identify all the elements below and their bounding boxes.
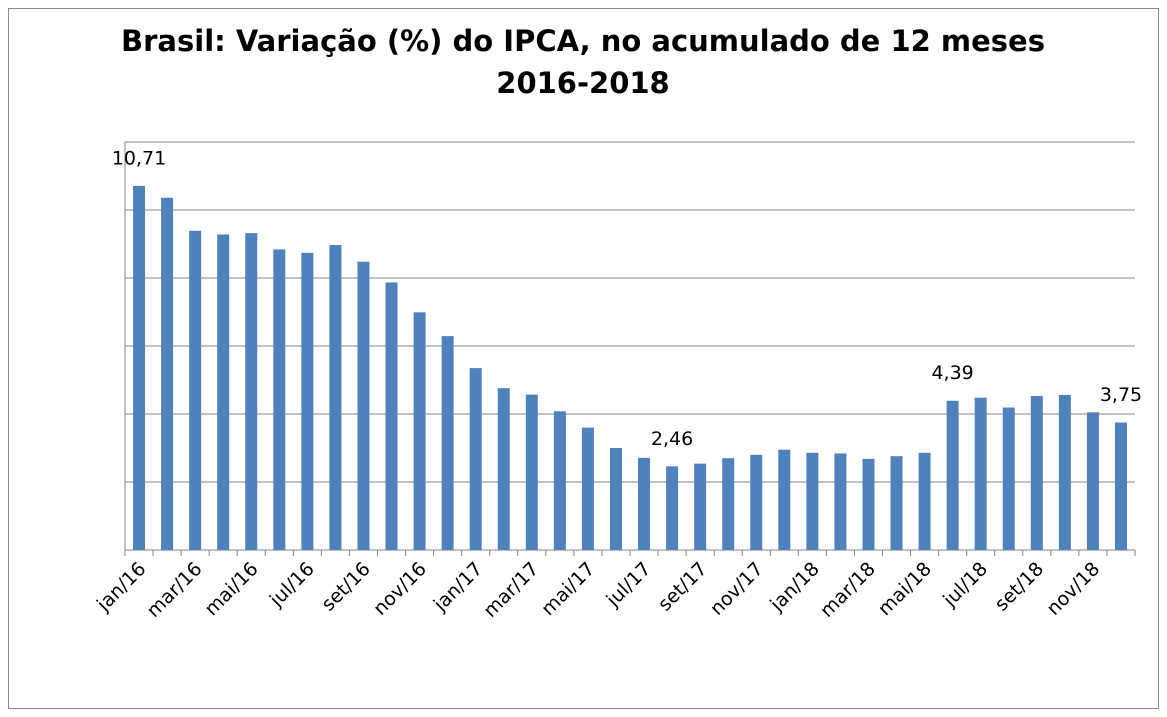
bar bbox=[301, 252, 314, 550]
bar bbox=[581, 427, 594, 550]
bar bbox=[525, 394, 538, 550]
chart-frame bbox=[8, 8, 1159, 709]
bar bbox=[329, 245, 342, 550]
bar bbox=[666, 466, 679, 550]
bar bbox=[469, 368, 482, 550]
bar bbox=[497, 388, 510, 550]
bar bbox=[694, 463, 707, 550]
bar bbox=[245, 233, 258, 550]
bar bbox=[862, 458, 875, 550]
bar bbox=[806, 452, 819, 550]
bar bbox=[1114, 422, 1127, 550]
bar bbox=[778, 449, 791, 550]
bar bbox=[1002, 407, 1015, 550]
bar bbox=[357, 261, 370, 550]
bar bbox=[1058, 394, 1071, 550]
bar bbox=[217, 234, 230, 551]
bar bbox=[441, 336, 454, 550]
bar bbox=[553, 411, 566, 550]
bar bbox=[946, 400, 959, 550]
bar bbox=[834, 453, 847, 550]
bar bbox=[273, 249, 286, 550]
bar bbox=[189, 230, 202, 551]
chart-title: Brasil: Variação (%) do IPCA, no acumula… bbox=[121, 24, 1045, 58]
bar bbox=[1086, 412, 1099, 550]
bar bbox=[1030, 395, 1043, 550]
bar bbox=[161, 197, 174, 550]
data-label: 3,75 bbox=[1100, 384, 1142, 406]
bar bbox=[750, 454, 763, 550]
data-label: 4,39 bbox=[931, 362, 973, 384]
bar bbox=[133, 185, 146, 551]
bar bbox=[413, 312, 426, 550]
bar bbox=[890, 456, 903, 550]
bar bbox=[918, 452, 931, 550]
data-label: 10,71 bbox=[112, 147, 166, 169]
bar bbox=[638, 457, 651, 550]
bar bbox=[974, 397, 987, 550]
bar bbox=[722, 458, 735, 550]
chart-subtitle: 2016-2018 bbox=[496, 66, 669, 100]
bar bbox=[609, 448, 622, 550]
bar bbox=[385, 282, 398, 550]
data-label: 2,46 bbox=[651, 428, 693, 450]
